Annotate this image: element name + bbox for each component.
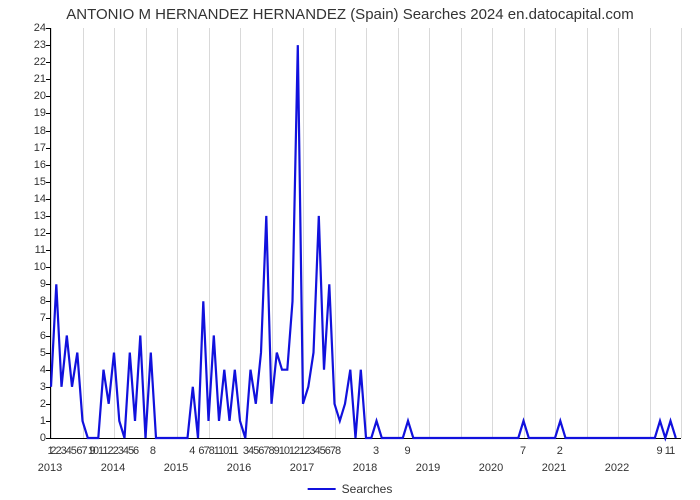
y-tick-label: 16 bbox=[16, 159, 46, 171]
chart-title: ANTONIO M HERNANDEZ HERNANDEZ (Spain) Se… bbox=[0, 6, 700, 23]
x-year-label: 2015 bbox=[164, 462, 188, 474]
x-month-label: 3 bbox=[373, 445, 378, 457]
y-tick-label: 7 bbox=[16, 312, 46, 324]
x-month-label: 11 bbox=[665, 445, 674, 457]
x-month-label: 9 bbox=[404, 445, 409, 457]
y-tick-label: 15 bbox=[16, 176, 46, 188]
chart-container: ANTONIO M HERNANDEZ HERNANDEZ (Spain) Se… bbox=[0, 0, 700, 500]
line-series bbox=[51, 28, 681, 438]
y-tick-label: 24 bbox=[16, 22, 46, 34]
y-tick-label: 12 bbox=[16, 227, 46, 239]
y-tick-label: 13 bbox=[16, 210, 46, 222]
y-tick-label: 23 bbox=[16, 39, 46, 51]
y-tick-label: 11 bbox=[16, 244, 46, 256]
y-tick-label: 2 bbox=[16, 398, 46, 410]
x-month-label: 4 bbox=[189, 445, 194, 457]
y-tick-label: 19 bbox=[16, 107, 46, 119]
x-year-label: 2014 bbox=[101, 462, 125, 474]
y-tick-label: 1 bbox=[16, 415, 46, 427]
x-year-label: 2020 bbox=[479, 462, 503, 474]
y-tick-label: 0 bbox=[16, 432, 46, 444]
y-tick-label: 20 bbox=[16, 90, 46, 102]
x-month-label: 22345 bbox=[50, 445, 76, 457]
series-polyline bbox=[51, 45, 676, 438]
x-year-label: 2019 bbox=[416, 462, 440, 474]
x-month-label: 7 bbox=[520, 445, 525, 457]
x-year-label: 2018 bbox=[353, 462, 377, 474]
y-tick-label: 6 bbox=[16, 330, 46, 342]
x-month-label: 8 bbox=[150, 445, 155, 457]
y-tick-label: 9 bbox=[16, 278, 46, 290]
legend-line-icon bbox=[308, 488, 336, 490]
gridline bbox=[681, 28, 682, 438]
x-month-label: 9 bbox=[656, 445, 661, 457]
x-year-label: 2017 bbox=[290, 462, 314, 474]
y-tick-label: 21 bbox=[16, 73, 46, 85]
x-year-label: 2022 bbox=[605, 462, 629, 474]
y-tick-label: 18 bbox=[16, 125, 46, 137]
x-month-label: 67811011 bbox=[198, 445, 237, 457]
x-month-label: 2 bbox=[557, 445, 562, 457]
y-tick-label: 4 bbox=[16, 364, 46, 376]
y-tick-label: 8 bbox=[16, 295, 46, 307]
x-year-label: 2013 bbox=[38, 462, 62, 474]
y-tick-label: 17 bbox=[16, 142, 46, 154]
y-tick-label: 3 bbox=[16, 381, 46, 393]
y-tick-label: 14 bbox=[16, 193, 46, 205]
plot-area bbox=[50, 28, 681, 439]
legend: Searches bbox=[308, 482, 393, 496]
x-year-label: 2021 bbox=[542, 462, 566, 474]
y-tick-label: 5 bbox=[16, 347, 46, 359]
x-month-label: 3456789101212345678 bbox=[243, 445, 340, 457]
x-month-label: 1011223456 bbox=[88, 445, 138, 457]
x-month-label: 67 bbox=[76, 445, 86, 457]
legend-label: Searches bbox=[342, 482, 393, 496]
y-tick-label: 22 bbox=[16, 56, 46, 68]
y-tick-label: 10 bbox=[16, 261, 46, 273]
x-year-label: 2016 bbox=[227, 462, 251, 474]
